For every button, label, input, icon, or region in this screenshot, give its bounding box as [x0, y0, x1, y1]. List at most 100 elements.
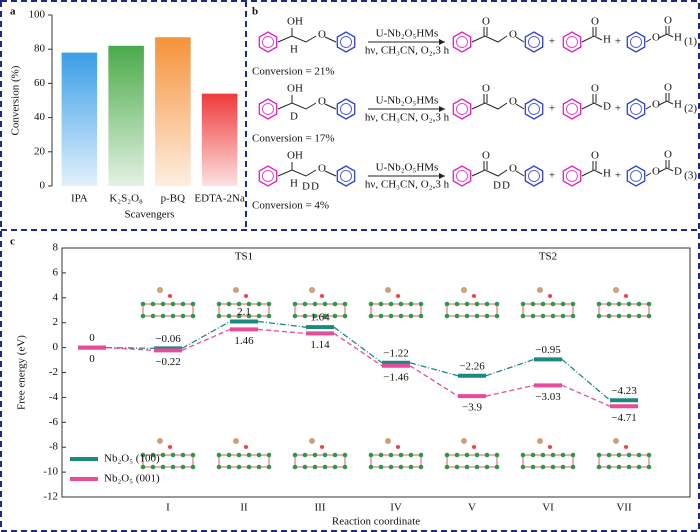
bond: [277, 102, 317, 110]
x-tick-label: EDTA-2Na: [194, 193, 245, 205]
y-tick-label: -2: [49, 366, 58, 378]
scheme-text: OH: [287, 83, 303, 95]
structure: [598, 303, 650, 317]
bond: [581, 35, 603, 43]
bond: [324, 36, 337, 43]
atom: [216, 301, 222, 307]
atom: [418, 464, 424, 470]
atom: [520, 452, 526, 458]
scheme-text: O: [652, 99, 660, 111]
atom: [322, 301, 328, 307]
scheme-text: D: [674, 166, 682, 178]
adsorbate: [385, 438, 391, 444]
atom: [596, 452, 602, 458]
atom: [596, 301, 602, 307]
atom: [302, 301, 308, 307]
atom: [454, 313, 460, 319]
atom: [408, 301, 414, 307]
scheme-text: OH: [287, 150, 303, 162]
structure: [294, 303, 346, 317]
value-label: −0.95: [535, 344, 561, 356]
bond: [324, 103, 337, 110]
atom: [302, 452, 308, 458]
connector: [333, 332, 383, 367]
aromatic: [262, 36, 274, 48]
y-tick-label: -4: [49, 391, 59, 403]
aromatic: [630, 103, 642, 115]
atom: [190, 301, 196, 307]
scheme-text: O: [482, 16, 490, 28]
atom: [150, 452, 156, 458]
atom: [570, 301, 576, 307]
value-label: −2.26: [459, 360, 485, 372]
atom: [226, 464, 232, 470]
atom: [236, 313, 242, 319]
scheme-text: H: [290, 178, 298, 190]
value-label: −0.22: [155, 356, 180, 368]
annotation: TS1: [235, 251, 253, 263]
atom: [292, 452, 298, 458]
benzene-ring: [562, 31, 582, 53]
atom: [550, 452, 556, 458]
atom: [236, 301, 242, 307]
atom: [368, 301, 374, 307]
scheme-text: O: [664, 82, 672, 94]
atom: [246, 301, 252, 307]
atom: [378, 313, 384, 319]
atom: [540, 301, 546, 307]
arrow-head: [439, 106, 445, 112]
scheme-text: +: [549, 103, 555, 115]
atom: [226, 301, 232, 307]
atom: [464, 301, 470, 307]
atom: [560, 452, 566, 458]
atom: [312, 313, 318, 319]
atom: [530, 313, 536, 319]
aromatic: [340, 36, 352, 48]
connector: [257, 328, 307, 335]
atom: [302, 313, 308, 319]
bar: [108, 45, 144, 186]
scheme-text: O: [509, 29, 517, 41]
aromatic: [262, 170, 274, 182]
atom: [530, 464, 536, 470]
atom: [398, 464, 404, 470]
atom: [292, 464, 298, 470]
scheme-text: +: [549, 36, 555, 48]
scheme-text: H: [674, 99, 682, 111]
atom: [256, 313, 262, 319]
scheme-text: D: [502, 180, 510, 192]
atom: [494, 301, 500, 307]
y-axis-label: Free energy (eV): [16, 335, 28, 410]
connector: [561, 384, 611, 407]
atom: [550, 313, 556, 319]
scheme-text: H: [603, 34, 611, 46]
atom: [256, 452, 262, 458]
value-label: −1.22: [383, 347, 408, 359]
benzene-ring: [626, 165, 646, 187]
x-tick-label: I: [166, 502, 170, 514]
x-tick-label: p-BQ: [161, 193, 186, 205]
atom: [444, 301, 450, 307]
value-label: 2.1: [237, 306, 251, 318]
value-label: 1.14: [310, 339, 330, 351]
scheme-text: O: [652, 166, 660, 178]
x-axis-label: Scavengers: [124, 209, 174, 221]
atom: [444, 452, 450, 458]
x-tick-label: III: [315, 502, 326, 514]
atom: [550, 464, 556, 470]
adsorbate: [624, 445, 628, 449]
atom: [418, 313, 424, 319]
bar: [201, 93, 238, 186]
scheme-text: D: [311, 181, 319, 193]
scheme-text: hν, CH₃CN, O₂,3 h: [365, 45, 450, 57]
value-label: 0: [89, 332, 95, 344]
atom: [292, 301, 298, 307]
atom: [180, 452, 186, 458]
value-label: −3.9: [462, 402, 482, 414]
atom: [160, 452, 166, 458]
atom: [408, 452, 414, 458]
atom: [150, 301, 156, 307]
atom: [342, 452, 348, 458]
bond: [581, 169, 603, 177]
